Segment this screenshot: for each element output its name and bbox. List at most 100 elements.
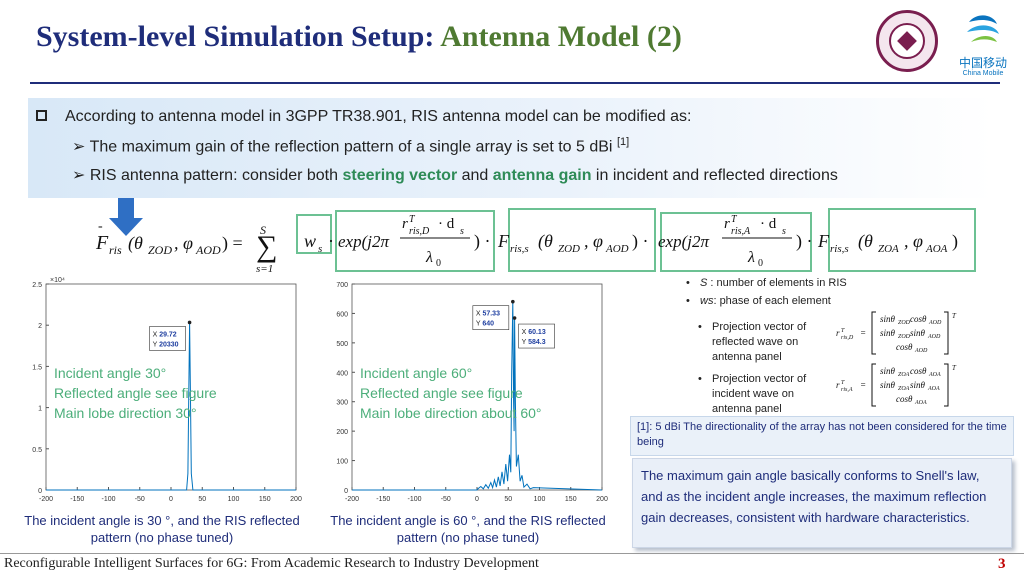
svg-text:AOA: AOA <box>914 400 927 406</box>
svg-text:ris: ris <box>109 243 122 257</box>
svg-text:): ) <box>952 231 958 252</box>
highlight-steering-vector: steering vector <box>342 167 458 184</box>
svg-text:∑: ∑ <box>256 230 277 263</box>
chart2-datatip-x-value: 57.33 <box>482 311 500 318</box>
chart2-datatip-x: X 60.13 <box>522 329 546 336</box>
svg-text:r: r <box>836 328 840 338</box>
chart-incident-60: -200 -150 -100 -50 0 50 100 150 200 0 100 200 300 400… <box>336 282 608 503</box>
svg-text:cosθ: cosθ <box>910 366 927 376</box>
intro-banner <box>28 98 994 198</box>
sub-bullet-pattern-text: RIS antenna pattern: consider both <box>89 167 343 184</box>
svg-text:sinθ: sinθ <box>910 328 926 338</box>
formula-box-ws <box>296 214 332 254</box>
svg-text:S: S <box>260 223 266 237</box>
svg-text:ZOD: ZOD <box>898 334 911 340</box>
page-number: 3 <box>998 556 1006 572</box>
chart1-datatip-x-value: 29.72 <box>159 331 177 338</box>
svg-text:) ·: ) · <box>474 231 491 252</box>
chart2-x-tick-label: -100 <box>407 496 421 503</box>
slide-title: System-level Simulation Setup: Antenna M… <box>36 20 682 54</box>
chart1-y-tick-label: 1 <box>38 406 42 413</box>
chart2-datatip-x-value: 60.13 <box>528 329 546 336</box>
note-ws-text: : phase of each element <box>713 295 831 307</box>
svg-text:AOD: AOD <box>927 334 941 340</box>
bullet-main-text: According to antenna model in 3GPP TR38.… <box>65 108 692 125</box>
svg-text:sinθ: sinθ <box>880 380 896 390</box>
svg-text:AOA: AOA <box>927 386 940 392</box>
svg-text:ris,s: ris,s <box>510 243 529 255</box>
chart1-datatip-box <box>149 326 186 351</box>
down-arrow-icon <box>109 198 143 236</box>
china-mobile-en-text: China Mobile <box>962 70 1004 77</box>
svg-text:AOA: AOA <box>928 372 941 378</box>
highlight-antenna-gain: antenna gain <box>492 167 592 184</box>
chart2-x-tick-label: -200 <box>345 496 359 503</box>
chart2-datatip-box <box>518 323 555 349</box>
svg-text:w: w <box>304 231 316 251</box>
chart1-x-tick-label: -100 <box>101 496 115 503</box>
svg-text:cosθ: cosθ <box>896 342 913 352</box>
chart2-datatip-y-value: 640 <box>482 321 494 328</box>
footnote-box: [1]: 5 dBi The directionality of the arr… <box>630 416 1014 456</box>
svg-text:T: T <box>841 380 845 386</box>
square-bullet-icon <box>36 110 47 121</box>
chart1-x-tick-label: -200 <box>39 496 53 503</box>
svg-text:λ: λ <box>425 249 433 266</box>
svg-text:exp(j2π: exp(j2π <box>658 232 709 251</box>
svg-text:) =: ) = <box>222 233 243 254</box>
svg-text:ris,D: ris,D <box>841 335 854 341</box>
chart2-x-tick-label: 100 <box>534 496 546 503</box>
svg-text:ris,A: ris,A <box>841 387 853 393</box>
slide-title-main: System-level Simulation Setup: <box>36 20 441 53</box>
chart2-x-tick-label: 50 <box>504 496 512 503</box>
svg-text:ZOD: ZOD <box>898 320 911 326</box>
chart1-y-tick-label: 1.5 <box>32 364 42 371</box>
chart2-y-tick-label: 0 <box>344 488 348 495</box>
svg-text:(θ: (θ <box>858 231 873 252</box>
bullet-main: According to antenna model in 3GPP TR38.… <box>36 108 691 126</box>
svg-text:· d: · d <box>760 216 777 232</box>
chart-incident-30: -200 -150 -100 -50 0 50 100 150 200 0 0.5 1 1.5 2 2.5 ×… <box>32 277 302 503</box>
formula-box-steering-incident <box>660 212 812 272</box>
svg-text:, φ: , φ <box>174 233 193 253</box>
chart1-datatip-x: X 29.72 <box>153 331 177 338</box>
sub-bullet-pattern: ➢ RIS antenna pattern: consider both ste… <box>72 165 838 185</box>
chart1-caption: The incident angle is 30 °, and the RIS … <box>24 513 300 545</box>
chart2-y-tick-label: 400 <box>336 370 348 377</box>
chart1-y-tick-label: 0 <box>38 488 42 495</box>
svg-text:T: T <box>731 214 738 225</box>
chart1-x-tick-label: 150 <box>259 496 271 503</box>
sub-bullet-pattern-suffix: in incident and reflected directions <box>591 167 838 184</box>
arrow-bullet-icon: ➢ <box>72 167 90 184</box>
chart2-datatip-y: Y 640 <box>476 321 494 328</box>
svg-text:ris,D: ris,D <box>409 226 430 237</box>
chart2-y-tick-label: 200 <box>336 429 348 436</box>
svg-text:) ·: ) · <box>632 231 649 252</box>
conclusion-box: The maximum gain angle basically conform… <box>632 458 1012 548</box>
svg-text:, φ: , φ <box>584 231 603 251</box>
chart1-datatip-y-value: 20330 <box>159 341 179 348</box>
chart2-y-tick-label: 100 <box>336 459 348 466</box>
chart2-overlay-line: Reflected angle see figure <box>360 385 523 401</box>
chart1-datatip-y: Y 20330 <box>153 341 179 348</box>
svg-text:ris,A: ris,A <box>731 226 751 237</box>
svg-text:T: T <box>409 214 416 225</box>
svg-text:r: r <box>402 216 408 232</box>
chart1-x-tick-label: -50 <box>135 496 145 503</box>
chart2-x-tick-label: -150 <box>376 496 390 503</box>
svg-text:s: s <box>782 226 786 237</box>
svg-text:(θ: (θ <box>538 231 553 252</box>
arrow-bullet-icon: ➢ <box>72 138 90 156</box>
chart2-datatip-box <box>472 305 510 330</box>
slide-title-accent: Antenna Model (2) <box>440 20 682 53</box>
note-s-text: : number of elements in RIS <box>707 277 847 289</box>
chart1-x-tick-label: 100 <box>228 496 240 503</box>
svg-text:exp(j2π: exp(j2π <box>338 232 389 251</box>
svg-text:cosθ: cosθ <box>910 314 927 324</box>
svg-text:AOD: AOD <box>195 243 221 257</box>
chart1-overlay-line: Reflected angle see figure <box>54 385 217 401</box>
svg-text:0: 0 <box>758 258 763 269</box>
svg-text:0: 0 <box>436 258 441 269</box>
chart2-datatip-y-value: 584.3 <box>528 339 546 346</box>
svg-text:AOD: AOD <box>605 243 629 255</box>
